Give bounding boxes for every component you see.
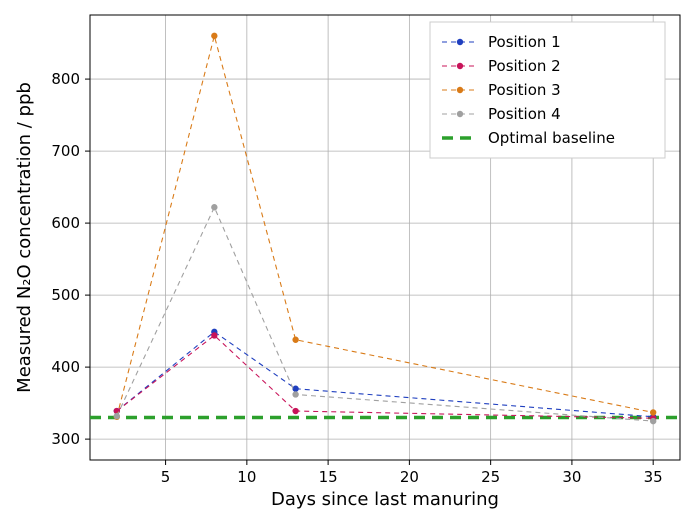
ytick-label: 600 [51, 214, 80, 232]
legend-label: Optimal baseline [488, 129, 615, 147]
ytick-label: 800 [51, 70, 80, 88]
xtick-label: 20 [400, 468, 419, 486]
series-marker-3 [650, 409, 656, 415]
ytick-label: 700 [51, 142, 80, 160]
series-marker-4 [211, 204, 217, 210]
xtick-label: 10 [237, 468, 256, 486]
xtick-label: 30 [562, 468, 581, 486]
series-marker-2 [211, 332, 217, 338]
legend-label: Position 4 [488, 105, 561, 123]
legend-swatch-marker [457, 63, 463, 69]
xtick-label: 15 [319, 468, 338, 486]
series-marker-3 [211, 33, 217, 39]
legend-label: Position 1 [488, 33, 561, 51]
legend-label: Position 2 [488, 57, 561, 75]
xtick-label: 35 [644, 468, 663, 486]
ytick-label: 500 [51, 286, 80, 304]
legend-swatch-marker [457, 87, 463, 93]
legend: Position 1 Position 2 Position 3 Position 4… [430, 22, 665, 158]
xtick-label: 25 [481, 468, 500, 486]
series-marker-3 [292, 337, 298, 343]
xtick-label: 5 [161, 468, 171, 486]
legend-swatch-marker [457, 111, 463, 117]
n2o-concentration-chart: 5 10 15 20 25 30 35 300 400 500 600 700 800 Days sinc… [0, 0, 698, 515]
ytick-label: 400 [51, 358, 80, 376]
legend-label: Position 3 [488, 81, 561, 99]
ytick-label: 300 [51, 430, 80, 448]
x-axis-label: Days since last manuring [271, 489, 499, 510]
series-marker-4 [114, 413, 120, 419]
series-marker-1 [292, 386, 298, 392]
series-marker-4 [292, 391, 298, 397]
y-axis-label: Measured N₂O concentration / ppb [14, 82, 35, 393]
series-marker-2 [292, 408, 298, 414]
legend-swatch-marker [457, 39, 463, 45]
series-marker-4 [650, 418, 656, 424]
